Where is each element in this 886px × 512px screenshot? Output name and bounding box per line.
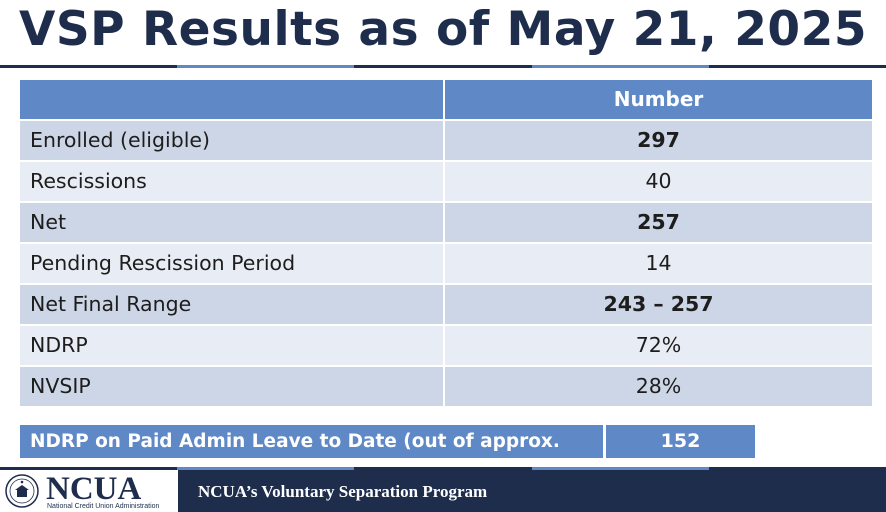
table-row: Net 257 [20,203,872,244]
ncua-seal-icon [5,474,39,508]
table-row: Net Final Range 243 – 257 [20,285,872,326]
summary-label: NDRP on Paid Admin Leave to Date (out of… [20,425,606,485]
row-value: 14 [445,244,872,283]
row-label: Enrolled (eligible) [20,121,445,160]
title-divider [0,65,886,68]
table-row: Rescissions 40 [20,162,872,203]
table-row: Pending Rescission Period 14 [20,244,872,285]
row-label: Net Final Range [20,285,445,324]
row-label: Net [20,203,445,242]
program-name: NCUA’s Voluntary Separation Program [198,482,488,501]
page-title: VSP Results as of May 21, 2025 [18,2,868,57]
header-number-cell: Number [445,80,872,119]
table-row: NDRP 72% [20,326,872,367]
table-row: NVSIP 28% [20,367,872,408]
row-label: Rescissions [20,162,445,201]
row-label: NDRP [20,326,445,365]
results-table: Number Enrolled (eligible) 297 Rescissio… [20,80,872,408]
row-label: NVSIP [20,367,445,406]
table-header-row: Number [20,80,872,121]
summary-value: 152 [606,425,755,458]
footer: NCUA National Credit Union Administratio… [0,467,886,512]
header-label-cell [20,80,445,119]
ncua-logo: NCUA National Credit Union Administratio… [0,470,178,512]
row-value: 28% [445,367,872,406]
row-value: 297 [445,121,872,160]
paid-admin-leave-summary: NDRP on Paid Admin Leave to Date (out of… [20,425,755,485]
row-value: 40 [445,162,872,201]
row-label: Pending Rescission Period [20,244,445,283]
row-value: 72% [445,326,872,365]
row-value: 257 [445,203,872,242]
logo-subtitle: National Credit Union Administration [47,503,160,510]
footer-bar: NCUA’s Voluntary Separation Program [178,470,886,512]
row-value: 243 – 257 [445,285,872,324]
table-row: Enrolled (eligible) 297 [20,121,872,162]
logo-wordmark: NCUA [46,471,142,507]
footer-divider [0,467,886,470]
